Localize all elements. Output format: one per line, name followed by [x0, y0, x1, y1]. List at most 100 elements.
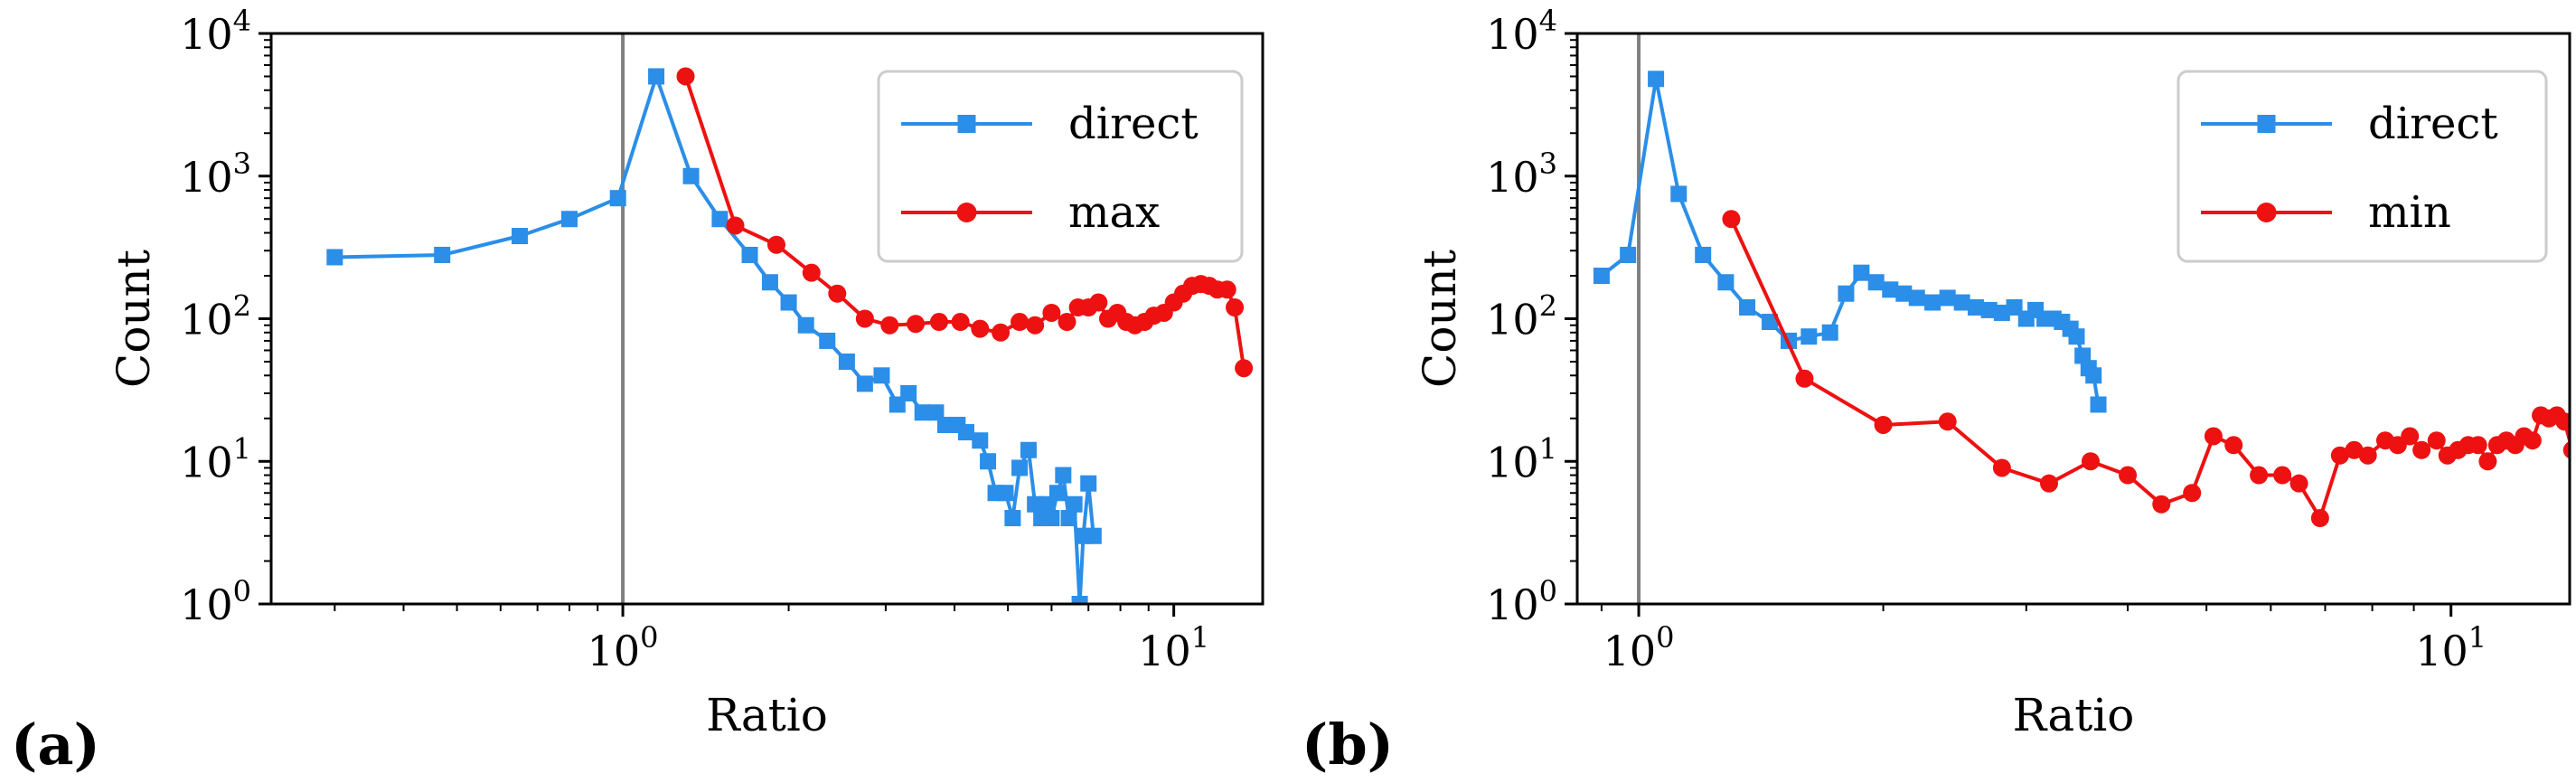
series-direct-point-2: [512, 228, 529, 245]
series-direct-point-17: [900, 384, 917, 401]
series-min-point-10: [2204, 427, 2223, 446]
series-direct-point-8: [741, 246, 758, 263]
series-max-point-0: [676, 67, 695, 86]
series-min-point-6: [2081, 452, 2100, 471]
series-min-point-7: [2119, 466, 2138, 485]
series-direct-point-10: [780, 294, 797, 311]
legend-max-label: max: [1068, 187, 1160, 238]
series-min-point-3: [1938, 412, 1957, 431]
series-min-point-15: [2310, 509, 2329, 528]
series-min-point-16: [2330, 446, 2349, 465]
y-tick-label-0: 100: [180, 574, 251, 629]
y-tick-label-0: 100: [1486, 574, 1557, 629]
series-min-point-27: [2468, 436, 2487, 455]
panel-a: 100 101 100 101 102 103 104 Ratio Count direct max…: [11, 4, 1264, 778]
series-min-point-37: [2555, 412, 2570, 431]
y-tick-label-4: 104: [1486, 4, 1557, 59]
series-max-point-4: [828, 284, 847, 303]
series-direct-point-4: [1695, 246, 1712, 263]
series-min-line: [1729, 218, 2570, 520]
series-max-point-13: [1026, 316, 1045, 335]
series-min-point-38: [2562, 441, 2570, 459]
series-direct-point-3: [560, 211, 578, 228]
series-direct-point-10: [1821, 324, 1838, 341]
series-min-point-8: [2152, 495, 2171, 514]
series-max-point-2: [766, 235, 785, 254]
panel-b: 100 101 100 101 102 103 104 Ratio Count direct min…: [1302, 4, 2571, 778]
series-direct-point-33: [2085, 367, 2102, 384]
series-min-point-1: [1795, 369, 1814, 388]
panel-label: (b): [1302, 712, 1394, 778]
series-max-point-7: [907, 315, 926, 334]
series-min-point-2: [1874, 415, 1893, 434]
series-direct-point-33: [1043, 510, 1060, 527]
series-direct-point-23: [972, 432, 989, 449]
series-direct-point-18: [914, 404, 931, 421]
data-layer: [1593, 71, 2570, 528]
legend-direct-label: direct: [2368, 99, 2498, 149]
series-direct-point-36: [1060, 510, 1077, 527]
series-direct-point-5: [1717, 274, 1735, 291]
legend-direct-marker: [2257, 115, 2276, 133]
series-direct-point-2: [1648, 71, 1665, 88]
series-max-point-18: [1089, 293, 1108, 312]
y-tick-label-3: 103: [1486, 146, 1557, 202]
series-direct-point-12: [819, 332, 836, 349]
series-max-point-34: [1235, 359, 1254, 378]
x-tick-label-1: 101: [1138, 620, 1209, 675]
series-direct-point-13: [1867, 274, 1885, 291]
series-direct-point-22: [957, 424, 974, 441]
legend: direct max: [877, 70, 1244, 263]
y-tick-label-3: 103: [180, 146, 251, 202]
series-direct-point-3: [1670, 185, 1688, 203]
series-min-point-12: [2250, 466, 2269, 485]
series-direct-point-38: [1071, 596, 1088, 604]
series-direct-point-13: [838, 353, 855, 370]
series-direct-point-15: [873, 367, 890, 384]
series-direct-point-40: [1080, 475, 1097, 492]
y-tick-label-2: 102: [180, 289, 251, 344]
series-max-point-8: [929, 313, 948, 332]
x-tick-label-1: 101: [2415, 620, 2487, 675]
series-min-point-23: [2427, 431, 2446, 450]
series-max-point-6: [880, 316, 899, 335]
series-direct-point-19: [927, 404, 945, 421]
x-axis-label: Ratio: [706, 689, 828, 741]
series-direct-point-20: [1967, 299, 1984, 316]
series-direct-point-29: [1020, 441, 1037, 458]
legend-min-label: min: [2368, 187, 2451, 238]
series-direct-point-14: [856, 375, 873, 392]
legend: direct min: [2176, 70, 2548, 263]
series-direct-point-22: [1993, 304, 2010, 321]
series-direct-point-11: [1838, 285, 1855, 302]
series-direct-point-30: [2068, 328, 2085, 345]
series-direct-point-6: [1739, 299, 1756, 316]
series-direct-point-34: [2090, 396, 2107, 413]
legend-direct-marker: [957, 115, 976, 133]
series-direct-point-1: [434, 246, 451, 263]
y-tick-label-1: 101: [1486, 431, 1557, 486]
x-tick-label-0: 100: [588, 620, 659, 675]
series-max-point-33: [1226, 298, 1245, 317]
series-min-point-14: [2289, 474, 2308, 493]
series-direct-point-19: [1953, 294, 1970, 311]
series-direct-line: [1600, 77, 2101, 405]
series-max-point-1: [726, 216, 745, 235]
series-direct-point-37: [1066, 495, 1083, 513]
series-direct-point-7: [711, 211, 729, 228]
series-max-point-11: [992, 323, 1011, 342]
series-direct-point-24: [980, 453, 997, 470]
y-axis-label: Count: [108, 250, 160, 388]
panel-label: (a): [11, 712, 100, 778]
legend-max-marker: [956, 203, 977, 222]
series-direct-point-21: [1980, 301, 1998, 318]
series-direct-point-14: [1882, 281, 1899, 298]
series-min-point-28: [2478, 452, 2497, 471]
series-direct-point-9: [1800, 328, 1818, 345]
series-direct-point-4: [609, 190, 626, 207]
series-direct-point-35: [1055, 467, 1072, 484]
series-direct-point-15: [1895, 285, 1913, 302]
series-min-point-9: [2183, 484, 2202, 503]
series-min-point-17: [2345, 440, 2364, 459]
